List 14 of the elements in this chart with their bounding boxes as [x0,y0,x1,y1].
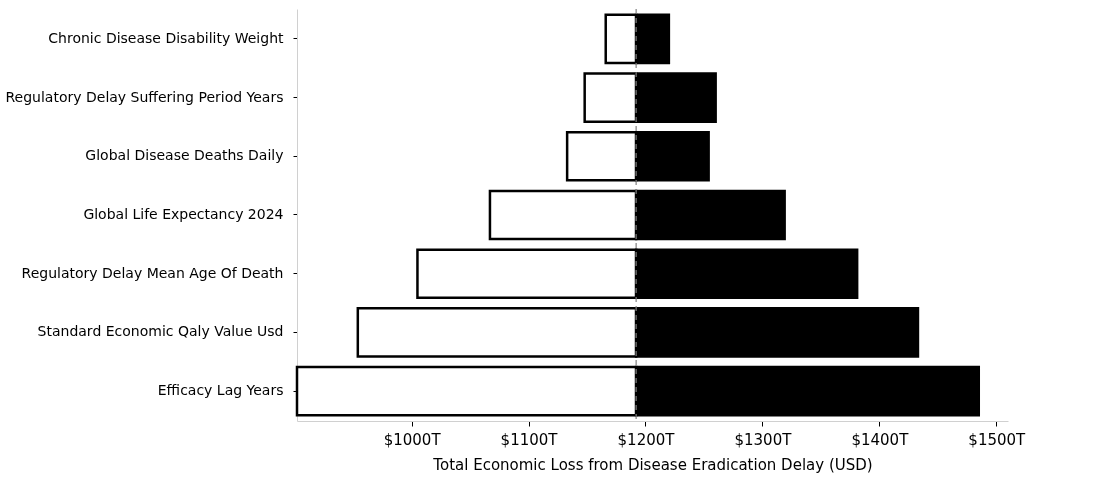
y-tick-label: Global Life Expectancy 2024 [83,206,284,222]
y-tick-label: Regulatory Delay Suffering Period Years [5,88,284,105]
x-tick-label: $1300T [734,430,793,449]
x-tick-label: $1000T [383,430,442,449]
x-tick-label: $1100T [500,430,559,449]
y-tick-label: Chronic Disease Disability Weight [48,29,285,46]
x-tick-label: $1400T [851,430,910,449]
y-tick-label: Global Disease Deaths Daily [85,147,284,164]
x-axis-title: Total Economic Loss from Disease Eradication Delay (USD) [432,455,873,474]
x-tick-label: $1500T [968,430,1027,449]
y-tick-label: Efficacy Lag Years [157,382,284,399]
y-tick-label: Standard Economic Qaly Value Usd [37,323,284,340]
y-tick-label: Regulatory Delay Mean Age Of Death [21,264,284,281]
x-tick-label: $1200T [617,430,676,449]
